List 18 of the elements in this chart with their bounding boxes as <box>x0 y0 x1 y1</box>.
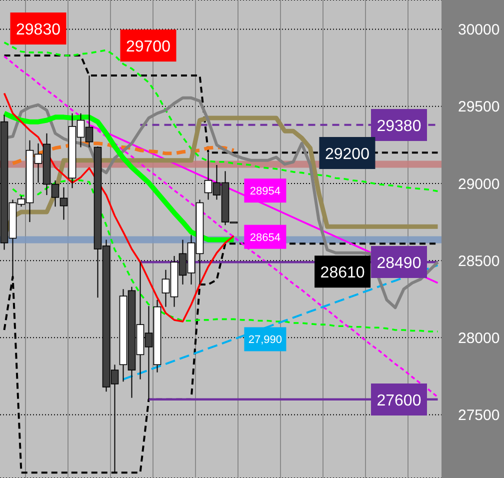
annotation: 29200 <box>324 146 370 163</box>
annotation: 28610 <box>320 264 365 282</box>
annotation: 27600 <box>376 392 422 410</box>
annotation: 29700 <box>126 38 171 56</box>
annotation: 28654 <box>250 232 280 244</box>
annotation: 29830 <box>16 21 61 38</box>
y-tick-label: 28000 <box>458 330 500 348</box>
y-tick-label: 29500 <box>458 98 500 116</box>
annotation: 28954 <box>250 186 280 198</box>
annotation: 29380 <box>376 118 422 135</box>
line-series <box>3 92 235 322</box>
y-tick-label: 27500 <box>458 407 500 424</box>
line-series <box>12 180 439 332</box>
y-tick-label: 30000 <box>458 22 500 39</box>
annotation: 27,990 <box>248 334 282 346</box>
y-tick-label: 28500 <box>458 252 500 270</box>
annotation: 28490 <box>376 254 422 272</box>
y-tick-label: 29000 <box>458 176 500 193</box>
